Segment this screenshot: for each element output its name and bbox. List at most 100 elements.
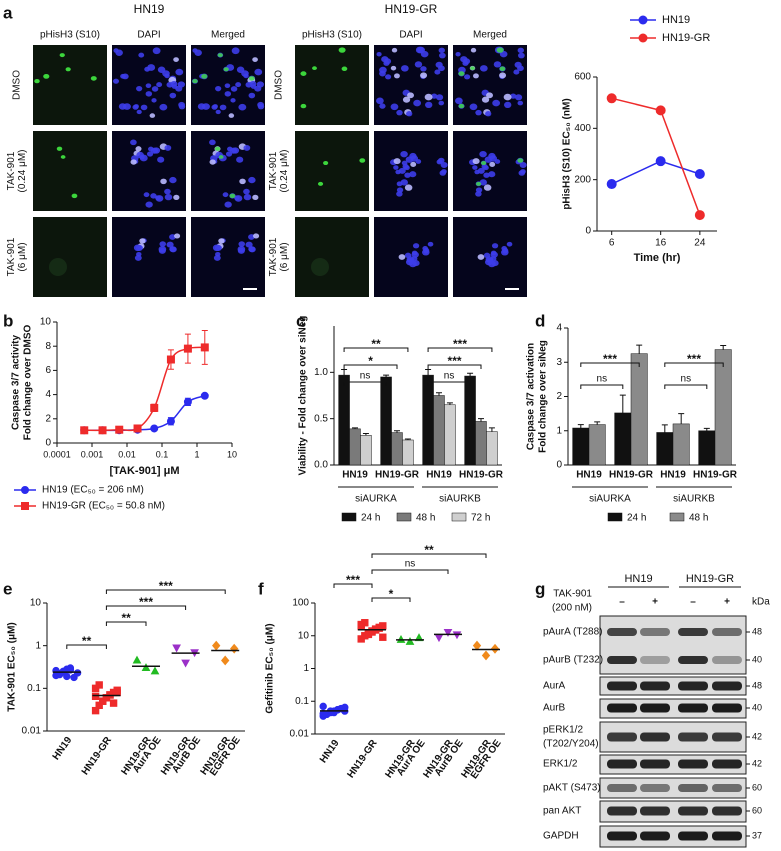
y-tick-label: 3 [556,357,562,368]
row-label: DMSO [12,70,23,100]
x-tick-label: 0.01 [118,449,136,459]
mitotic-cell [201,73,208,79]
nucleus [174,233,181,239]
significance-label: * [389,587,394,601]
mitotic-cell [43,73,50,79]
marker [379,633,387,641]
nucleus [394,73,400,79]
mitotic-cell [317,181,324,186]
legend-label: HN19 [662,14,690,26]
nucleus [150,193,157,199]
legend-swatch [669,512,685,522]
x-tick-label: HN19 [318,738,342,766]
panel-letter: f [258,579,264,598]
significance-label: * [368,354,373,368]
nucleus [231,47,240,55]
mitotic-cell [60,155,66,159]
mitotic-cell [56,146,63,151]
nucleus [219,104,227,111]
marker [434,634,444,643]
bar [464,375,476,466]
nucleus [490,250,497,256]
error-bar [577,424,584,429]
significance-bracket [664,384,708,389]
x-tick-label: HN19-GR [80,734,115,777]
error-bar [720,344,727,350]
nucleus [513,69,520,75]
nucleus [438,47,445,54]
nucleus [483,184,492,191]
mitotic-cell [214,146,221,151]
nucleus [224,83,231,89]
treatment-label: TAK-901 [553,589,592,600]
nucleus [230,86,238,92]
mitotic-cell [475,181,482,186]
nucleus [491,243,499,249]
nucleus [146,151,154,157]
marker [132,655,142,664]
y-tick-label: 400 [574,123,591,134]
nucleus [152,47,161,55]
nucleus [164,188,171,195]
nucleus [139,154,148,162]
unit-label: kDa [752,597,770,608]
nucleus [376,97,384,105]
row-label: AurA [543,681,566,692]
bar [338,374,350,466]
nucleus [499,50,508,58]
bar [349,428,361,466]
group-label: siAURKA [589,494,631,505]
y-tick-label: 100 [292,598,309,609]
panel-letter: g [535,579,545,598]
nucleus [396,109,403,116]
panel-letter: d [535,311,545,330]
significance-label: ns [681,374,692,385]
nucleus [173,57,179,62]
row-label: pAurA (T288) [543,627,602,638]
mitotic-cell [300,103,307,109]
blot-strip [599,615,747,675]
mitotic-cell [458,71,465,76]
nucleus [152,147,161,154]
column-label: pHisH3 (S10) [40,30,100,41]
row-label: pAKT (S473) [543,783,601,794]
nucleus [470,47,477,53]
marker [183,344,192,353]
row-label: TAK-901 [6,237,17,276]
nucleus [134,254,142,261]
nucleus [243,145,251,151]
bar [422,374,434,466]
nucleus [209,139,216,146]
nucleus [400,150,408,158]
mitotic-cell [499,66,506,72]
y-axis-label: Gefitinib EC₅₀ (μM) [265,623,276,713]
bar [433,395,445,466]
nucleus [132,104,139,110]
blot-band [640,831,670,841]
micrograph [295,45,369,125]
error-bar [352,427,358,429]
nucleus [518,52,525,59]
nucleus [151,98,157,103]
mitotic-cell [90,76,97,81]
nucleus [400,179,408,186]
nucleus [136,109,142,115]
treatment-label: (200 nM) [552,603,592,614]
marker [606,179,617,190]
marker [150,666,160,675]
marker [181,659,190,668]
nucleus [245,81,253,88]
legend-label: 48 h [689,513,708,524]
marker [73,669,82,677]
nucleus [173,194,180,201]
significance-label: ns [405,559,416,570]
mitotic-cell [34,79,40,84]
error-bar [636,344,643,354]
panel-letter: e [3,579,12,598]
bar [360,435,372,466]
nucleus [252,194,259,201]
y-axis-label: TAK-901 EC₅₀ (μM) [7,622,18,711]
size-marker: 40 [752,702,762,712]
blot-band [607,681,637,691]
blot-band [640,759,670,769]
